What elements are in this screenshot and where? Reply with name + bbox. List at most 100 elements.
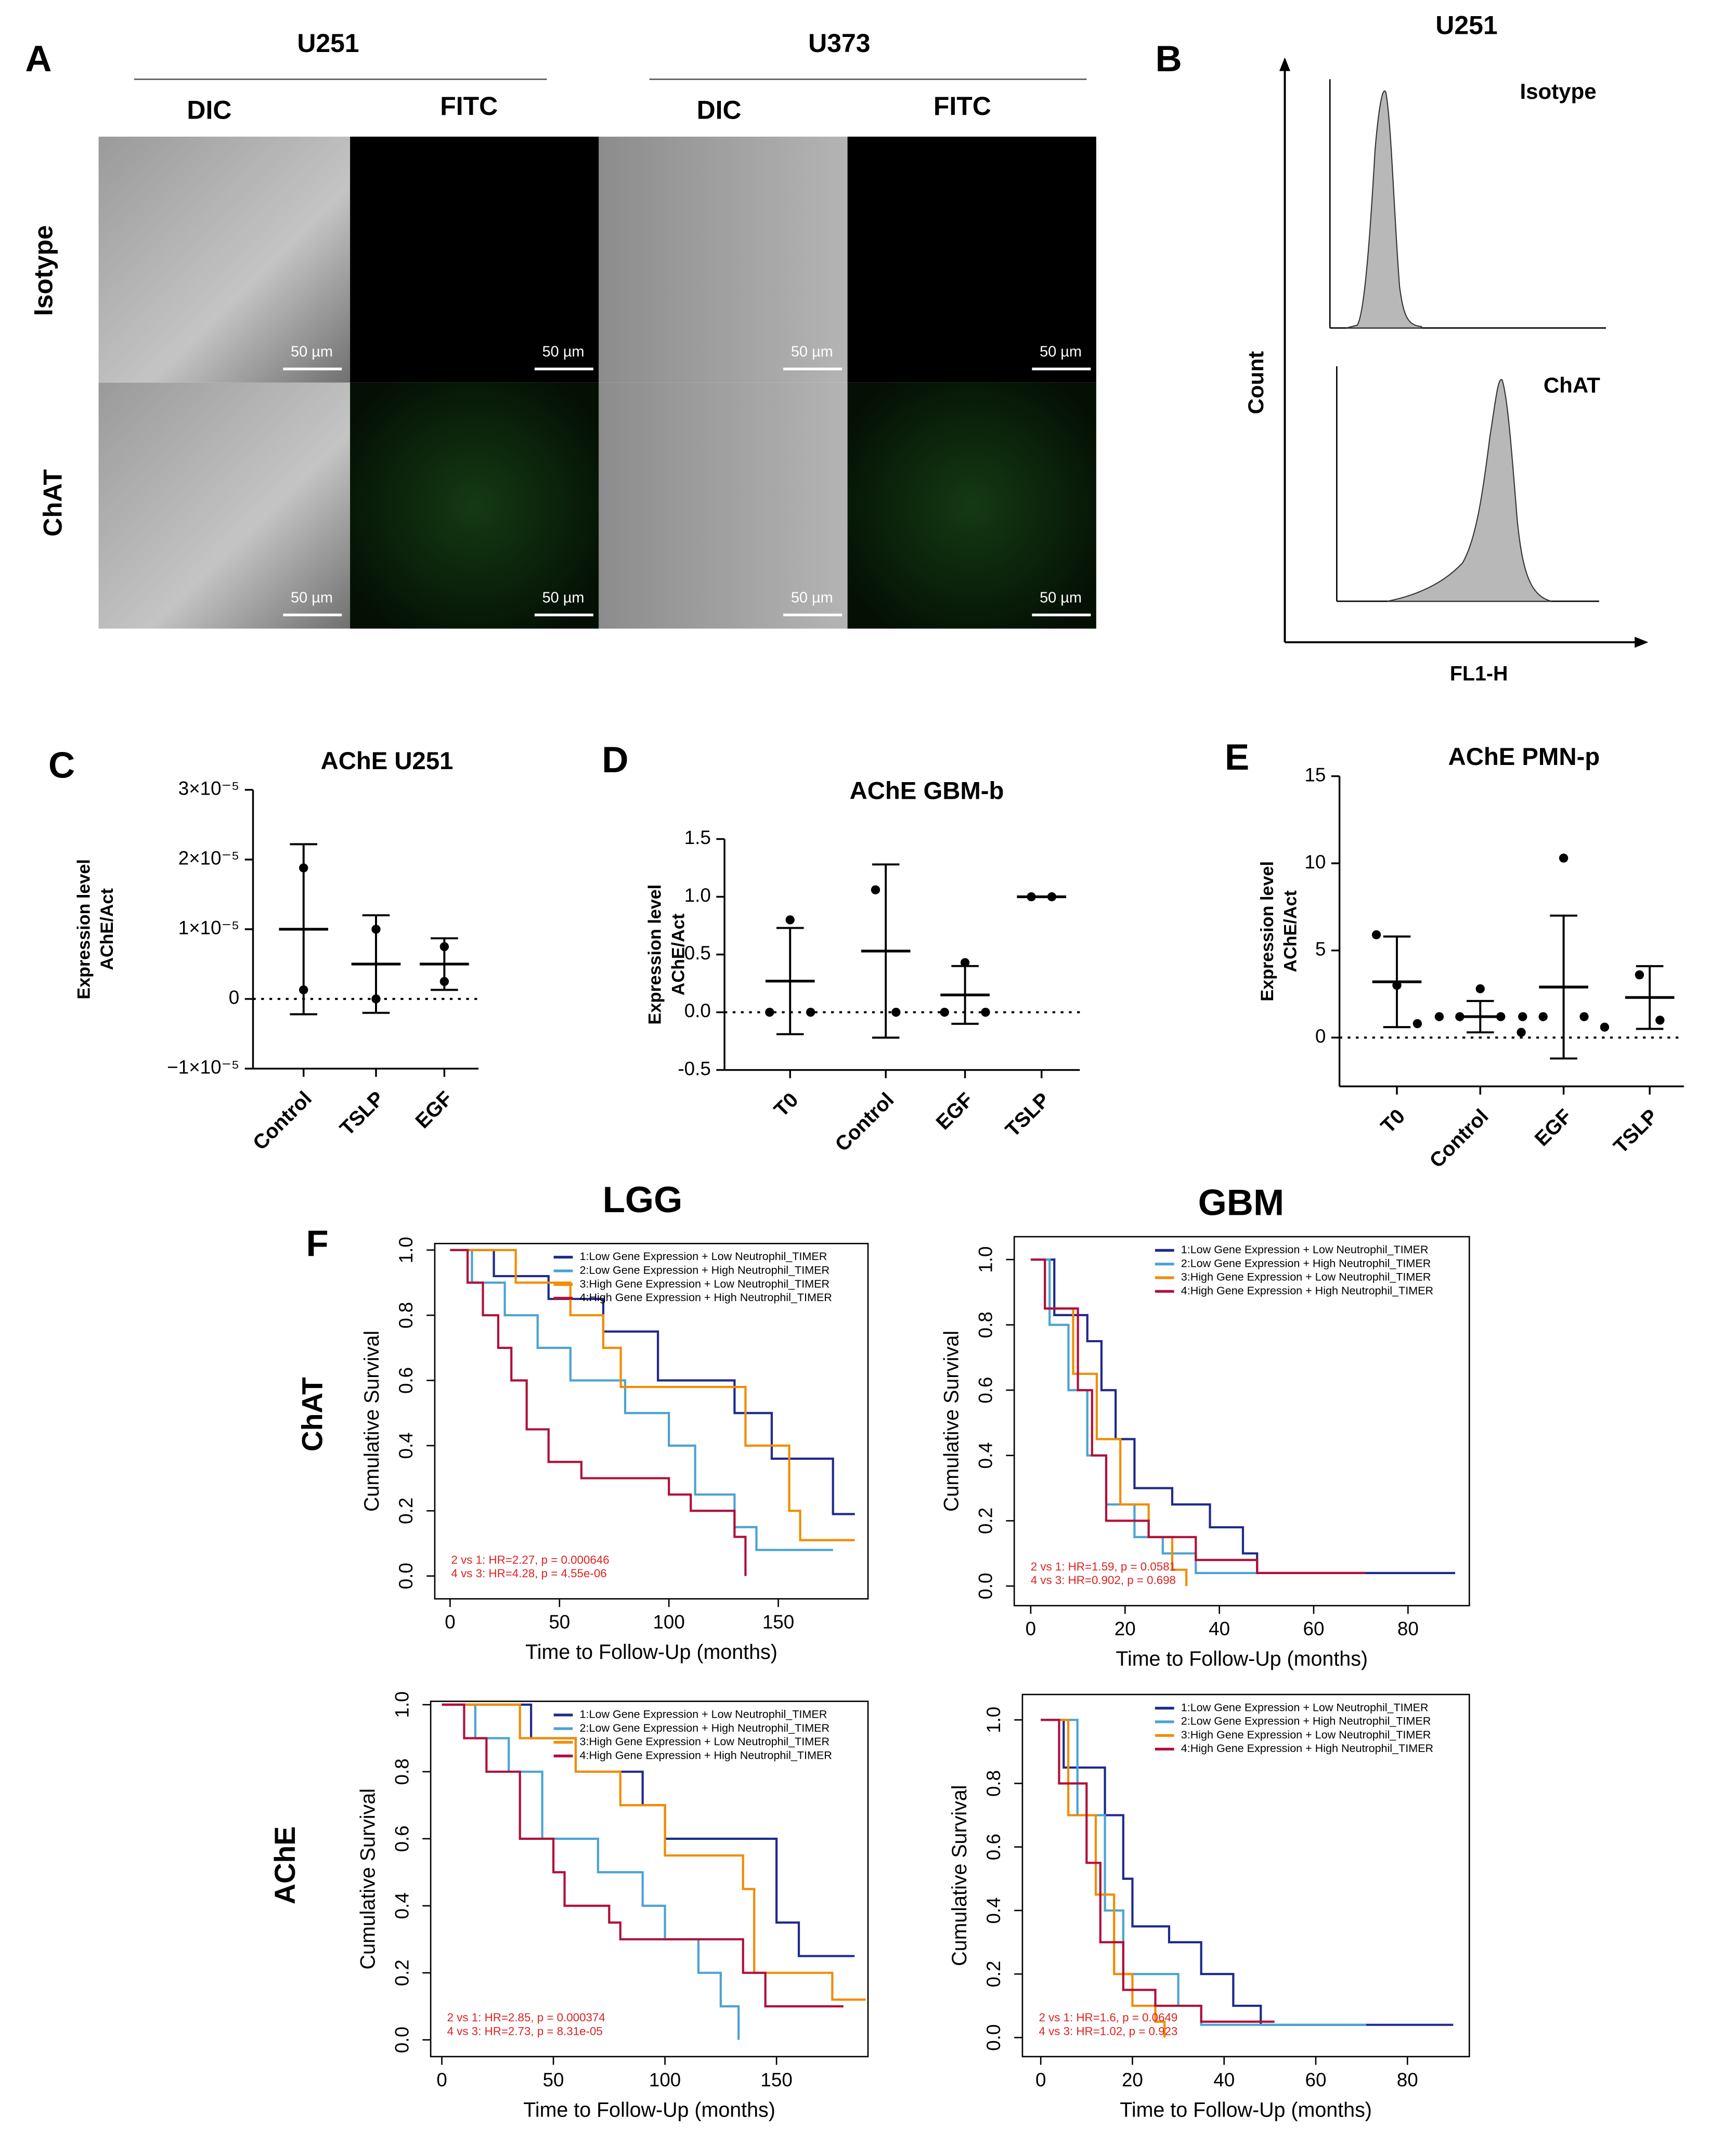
panel-label: B [1155,38,1182,80]
row-label: ChAT [38,469,68,536]
survival-plot: 0 50 100 150 0.0 0.2 0.4 0.6 0.8 1.0 Time to Follo… [360,1237,869,1664]
column-label: LGG [603,1179,683,1221]
y-axis-label: AChE/Act [668,914,688,996]
data-point [439,942,449,952]
x-axis-label: Time to Follow-Up (months) [1116,1647,1368,1670]
data-point [1475,984,1485,994]
panel-label: F [306,1223,328,1264]
data-point [871,885,880,894]
x-tick-label: 60 [1303,1618,1325,1640]
legend-label: 2:Low Gene Expression + High Neutrophil_… [1181,1715,1431,1728]
y-tick-label: 0.0 [684,1000,711,1021]
histogram-area [1346,90,1422,329]
y-tick-label: 5 [1315,938,1326,959]
scale-bars: 50 µm 50 µm 50 µm 50 µm 50 µm 50 µm 50 µm 50 µm [283,344,1091,617]
data-point [1371,930,1381,940]
x-tick-label: 80 [1397,2069,1418,2091]
survival-curve [442,1703,866,2001]
row-label: AChE [269,1826,301,1904]
x-axis-label: Time to Follow-Up (months) [525,1641,778,1664]
micrograph-grid [98,136,1096,629]
survival-curve [450,1249,855,1541]
legend-label: 1:Low Gene Expression + Low Neutrophil_T… [1181,1243,1429,1256]
arrow-head [1279,57,1290,71]
y-axis-label: Cumulative Survival [356,1788,379,1969]
data-point [1455,1012,1465,1021]
data-point [981,1007,990,1017]
y-tick-label: 0.4 [395,1432,417,1459]
survival-plot: 0 20 40 60 80 0.0 0.2 0.4 0.6 0.8 1.0 Time to Follo… [948,1694,1470,2121]
scale-bar-label: 50 µm [542,344,585,360]
histogram [1329,79,1606,329]
column-label: FITC [934,92,991,121]
x-axis-label: Time to Follow-Up (months) [523,2098,775,2121]
legend-label: 3:High Gene Expression + Low Neutrophil_… [580,1278,830,1290]
y-tick-label: 0.4 [391,1892,412,1919]
panel-label: E [1225,737,1249,778]
x-tick-label: 80 [1397,1618,1419,1640]
y-tick-label: 0.2 [391,1959,412,1986]
y-axis-label: Cumulative Survival [940,1331,963,1512]
scale-bar-label: 50 µm [791,590,833,606]
legend-label: 1:Low Gene Expression + Low Neutrophil_T… [580,1250,827,1263]
data-point [299,863,308,873]
row-label: ChAT [296,1377,328,1451]
x-tick-label: 0 [436,2069,447,2091]
data-point [785,915,795,925]
panel-label: D [602,739,628,781]
flow-title: U251 [1435,11,1497,40]
survival-curve [442,1703,844,2008]
survival-curve [1030,1258,1456,1574]
survival-curve [450,1249,747,1576]
data-point [371,925,381,934]
data-point [960,958,970,967]
group-label: U373 [808,29,870,58]
legend-label: 4:High Gene Expression + High Neutrophil… [580,1749,832,1761]
micrograph [599,136,848,383]
x-tick-label: 100 [653,1612,684,1633]
micrograph [599,382,848,629]
legend-label: 4:High Gene Expression + High Neutrophil… [580,1291,832,1304]
y-tick-label: 0.2 [983,1961,1004,1987]
y-tick-label: 0.8 [975,1312,996,1338]
legend-label: 3:High Gene Expression + Low Neutrophil_… [580,1735,830,1748]
data-point [1413,1019,1422,1029]
scale-bar-label: 50 µm [1040,344,1082,360]
x-tick-label: 40 [1209,1618,1230,1640]
scale-bar-label: 50 µm [291,344,333,360]
y-tick-label: 0.6 [391,1825,412,1852]
annotation: 4 vs 3: HR=4.28, p = 4.55e-06 [451,1567,607,1580]
y-axis-label: Cumulative Survival [948,1785,971,1966]
micrograph [98,382,351,629]
y-tick-label: 0.5 [684,942,711,964]
y-tick-label: 0.0 [975,1573,996,1599]
y-axis-label: Expression level [74,859,94,999]
scale-bar-label: 50 µm [542,590,585,606]
y-tick-label: 0.0 [391,2027,412,2053]
legend-label: 3:High Gene Expression + Low Neutrophil_… [1181,1729,1431,1741]
survival-plot: 0 20 40 60 80 0.0 0.2 0.4 0.6 0.8 1.0 Time to Follo… [940,1236,1470,1670]
group-label: U251 [297,29,359,58]
y-tick-label: 0.4 [983,1897,1004,1924]
y-tick-label: 1.0 [391,1691,412,1718]
y-tick-label: 0.0 [395,1563,417,1589]
x-tick-label: 20 [1115,1618,1136,1640]
y-tick-label: 0 [229,987,239,1008]
data-point [940,1007,949,1017]
y-axis-label: Expression level [645,885,665,1025]
survival-curve [1041,1719,1275,2023]
data-point [1600,1022,1610,1032]
micrograph [350,136,599,383]
survival-curve [450,1249,855,1515]
survival-curve [1041,1719,1454,2026]
annotation: 4 vs 3: HR=0.902, p = 0.698 [1031,1574,1176,1587]
chart-title: AChE U251 [321,747,454,775]
y-tick-label: 1.0 [684,885,711,906]
annotation: 4 vs 3: HR=1.02, p = 0.923 [1039,2024,1177,2037]
survival-curve [442,1703,740,2040]
plot-frame [1021,1694,1470,2058]
row-label: Isotype [29,225,58,316]
data-point [765,1007,774,1017]
plot-frame [434,1242,869,1600]
y-tick-label: 1.0 [975,1247,996,1273]
